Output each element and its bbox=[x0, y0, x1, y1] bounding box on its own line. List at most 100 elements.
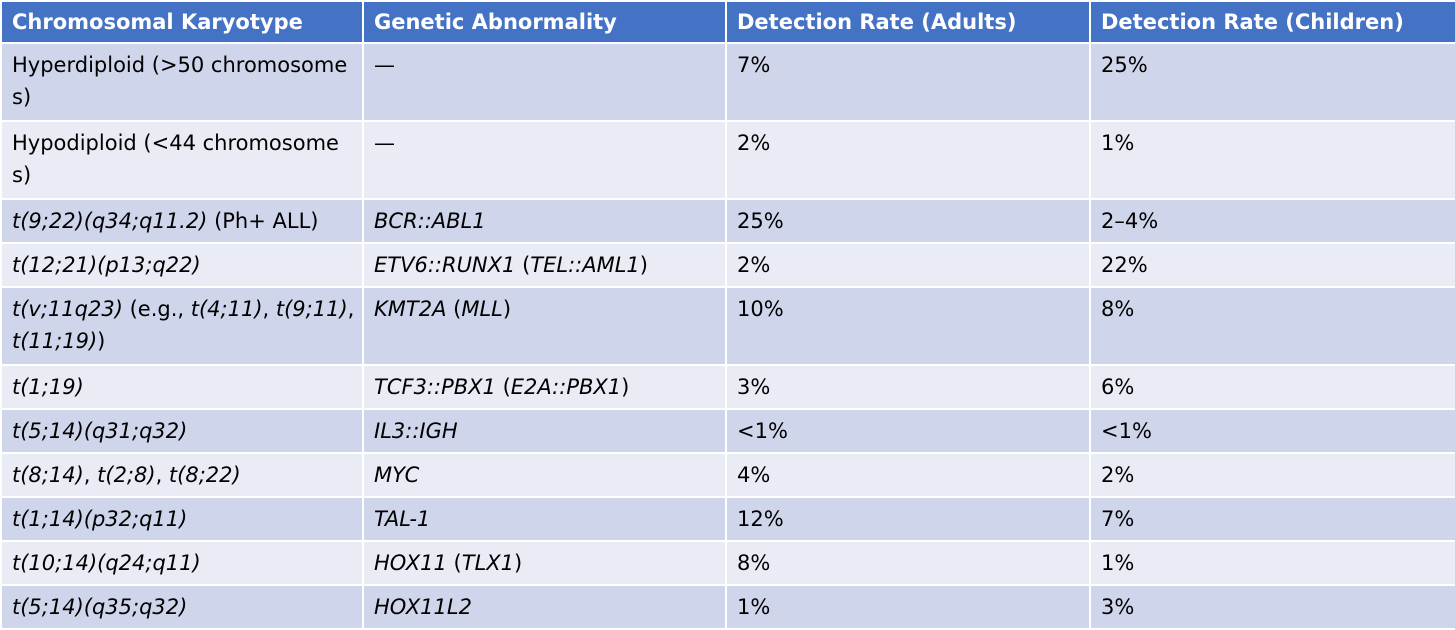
table-row: t(1;19) TCF3::PBX1 (E2A::PBX1) 3% 6% bbox=[0, 364, 1455, 410]
table-header: Chromosomal Karyotype Genetic Abnormalit… bbox=[0, 0, 1455, 44]
children-rate-cell: 1% bbox=[1089, 120, 1455, 200]
karyotype-cell-segment: , bbox=[83, 463, 98, 487]
abnormality-cell: BCR::ABL1 bbox=[362, 198, 727, 244]
abnormality-cell: IL3::IGH bbox=[362, 408, 727, 454]
karyotype-cell: t(12;21)(p13;q22) bbox=[0, 242, 364, 288]
abnormality-cell-segment: — bbox=[374, 131, 395, 155]
abnormality-cell: KMT2A (MLL) bbox=[362, 286, 727, 366]
header-detection-rate-adults: Detection Rate (Adults) bbox=[725, 0, 1091, 44]
adults-rate-cell: 7% bbox=[725, 42, 1091, 122]
abnormality-cell-segment: — bbox=[374, 53, 395, 77]
header-karyotype: Chromosomal Karyotype bbox=[0, 0, 364, 44]
karyotype-cell-segment: , bbox=[155, 463, 169, 487]
karyotype-cell: t(8;14), t(2;8), t(8;22) bbox=[0, 452, 364, 498]
abnormality-cell: TCF3::PBX1 (E2A::PBX1) bbox=[362, 364, 727, 410]
karyotype-cell: t(5;14)(q35;q32) bbox=[0, 584, 364, 630]
abnormality-cell: ETV6::RUNX1 (TEL::AML1) bbox=[362, 242, 727, 288]
abnormality-cell-segment: ETV6::RUNX1 bbox=[374, 253, 516, 277]
table-body: Hyperdiploid (>50 chromosomes) —7% 25% Hypo… bbox=[0, 42, 1455, 630]
abnormality-cell: — bbox=[362, 42, 727, 122]
children-rate-cell: 1% bbox=[1089, 540, 1455, 586]
adults-rate-cell: 25% bbox=[725, 198, 1091, 244]
karyotype-cell: t(1;19) bbox=[0, 364, 364, 410]
abnormality-cell-segment: TAL-1 bbox=[374, 507, 431, 531]
adults-rate-cell: 2% bbox=[725, 242, 1091, 288]
abnormality-cell-segment: MYC bbox=[374, 463, 420, 487]
children-rate-cell: 2–4% bbox=[1089, 198, 1455, 244]
abnormality-cell-segment: KMT2A bbox=[374, 297, 447, 321]
adults-rate-cell: 8% bbox=[725, 540, 1091, 586]
karyotype-cell-segment: , bbox=[262, 297, 276, 321]
karyotype-cell: Hyperdiploid (>50 chromosomes) bbox=[0, 42, 364, 122]
abnormality-cell-segment: ) bbox=[639, 253, 648, 277]
children-rate-cell: 25% bbox=[1089, 42, 1455, 122]
abnormality-cell-segment: ) bbox=[514, 551, 523, 575]
adults-rate-cell: 1% bbox=[725, 584, 1091, 630]
abnormality-cell-segment: ( bbox=[495, 375, 511, 399]
karyotype-cell-segment: Hyperdiploid (>50 chromosomes) bbox=[12, 53, 348, 109]
karyotype-cell: t(10;14)(q24;q11) bbox=[0, 540, 364, 586]
table-row: Hyperdiploid (>50 chromosomes) — 7% 25% bbox=[0, 42, 1455, 122]
karyotype-cell-segment: t(2;8) bbox=[97, 463, 156, 487]
karyotype-cell-segment: (Ph+ ALL) bbox=[207, 209, 319, 233]
abnormality-cell-segment: ) bbox=[502, 297, 512, 321]
abnormality-cell: HOX11 (TLX1) bbox=[362, 540, 727, 586]
header-genetic-abnormality: Genetic Abnormality bbox=[362, 0, 727, 44]
abnormality-cell: MYC bbox=[362, 452, 727, 498]
abnormality-cell-segment: ) bbox=[621, 375, 630, 399]
children-rate-cell: 8% bbox=[1089, 286, 1455, 366]
abnormality-cell: HOX11L2 bbox=[362, 584, 727, 630]
adults-rate-cell: <1% bbox=[725, 408, 1091, 454]
abnormality-cell-segment: ( bbox=[515, 253, 531, 277]
karyotype-cell-segment: (e.g., bbox=[122, 297, 191, 321]
abnormality-cell-segment: BCR::ABL1 bbox=[374, 209, 486, 233]
karyotype-cell-segment: t(v;11q23) bbox=[12, 297, 123, 321]
karyotype-cell: t(v;11q23) (e.g., t(4;11), t(9;11), t(11… bbox=[0, 286, 364, 366]
table-row: t(5;14)(q35;q32) HOX11L2 1% 3% bbox=[0, 584, 1455, 630]
karyotype-cell-segment: t(9;22)(q34;q11.2) bbox=[12, 209, 208, 233]
karyotype-cell-segment: t(8;22) bbox=[168, 463, 241, 487]
adults-rate-cell: 4% bbox=[725, 452, 1091, 498]
karyotype-cell-segment: t(9;11) bbox=[275, 297, 348, 321]
table-row: t(9;22)(q34;q11.2) (Ph+ ALL) BCR::ABL1 25%… bbox=[0, 198, 1455, 244]
abnormality-cell-segment: TEL::AML1 bbox=[530, 253, 640, 277]
children-rate-cell: 6% bbox=[1089, 364, 1455, 410]
karyotype-cell-segment: t(12;21)(p13;q22) bbox=[12, 253, 201, 277]
karyotype-cell-segment: t(10;14)(q24;q11) bbox=[12, 551, 201, 575]
adults-rate-cell: 2% bbox=[725, 120, 1091, 200]
karyotype-cell: t(9;22)(q34;q11.2) (Ph+ ALL) bbox=[0, 198, 364, 244]
karyotype-cell-segment: t(4;11) bbox=[190, 297, 263, 321]
karyotype-cell-segment: t(8;14) bbox=[12, 463, 84, 487]
abnormality-cell-segment: TCF3::PBX1 bbox=[374, 375, 496, 399]
table-row: t(8;14), t(2;8), t(8;22) MYC 4% 2% bbox=[0, 452, 1455, 498]
adults-rate-cell: 10% bbox=[725, 286, 1091, 366]
karyotype-cell-segment: t(11;19) bbox=[12, 329, 98, 353]
table-row: Hypodiploid (<44 chromosomes) — 2% 1% bbox=[0, 120, 1455, 200]
children-rate-cell: 22% bbox=[1089, 242, 1455, 288]
abnormality-cell-segment: ( bbox=[446, 297, 462, 321]
adults-rate-cell: 3% bbox=[725, 364, 1091, 410]
abnormality-cell-segment: HOX11L2 bbox=[374, 595, 472, 619]
karyotype-cell-segment: t(5;14)(q35;q32) bbox=[12, 595, 188, 619]
abnormality-cell-segment: HOX11 bbox=[374, 551, 447, 575]
karyotype-cell: t(5;14)(q31;q32) bbox=[0, 408, 364, 454]
children-rate-cell: 7% bbox=[1089, 496, 1455, 542]
adults-rate-cell: 12% bbox=[725, 496, 1091, 542]
header-row: Chromosomal Karyotype Genetic Abnormalit… bbox=[0, 0, 1455, 44]
table-row: t(12;21)(p13;q22) ETV6::RUNX1 (TEL::AML1)… bbox=[0, 242, 1455, 288]
children-rate-cell: 2% bbox=[1089, 452, 1455, 498]
karyotype-cell-segment: , bbox=[347, 297, 355, 321]
karyotype-cell-segment: t(5;14)(q31;q32) bbox=[12, 419, 188, 443]
table-row: t(10;14)(q24;q11) HOX11 (TLX1) 8% 1% bbox=[0, 540, 1455, 586]
abnormality-cell-segment: ( bbox=[446, 551, 462, 575]
table-row: t(5;14)(q31;q32) IL3::IGH <1% <1% bbox=[0, 408, 1455, 454]
children-rate-cell: <1% bbox=[1089, 408, 1455, 454]
karyotype-cell-segment: Hypodiploid (<44 chromosomes) bbox=[12, 131, 339, 187]
abnormality-cell-segment: E2A::PBX1 bbox=[510, 375, 622, 399]
abnormality-cell-segment: MLL bbox=[461, 297, 503, 321]
abnormality-cell: TAL-1 bbox=[362, 496, 727, 542]
karyotype-cell-segment: t(1;14)(p32;q11) bbox=[12, 507, 188, 531]
abnormality-cell: — bbox=[362, 120, 727, 200]
karyotype-cell-segment: t(1;19) bbox=[12, 375, 84, 399]
karyotype-cell-segment: ) bbox=[97, 329, 106, 353]
